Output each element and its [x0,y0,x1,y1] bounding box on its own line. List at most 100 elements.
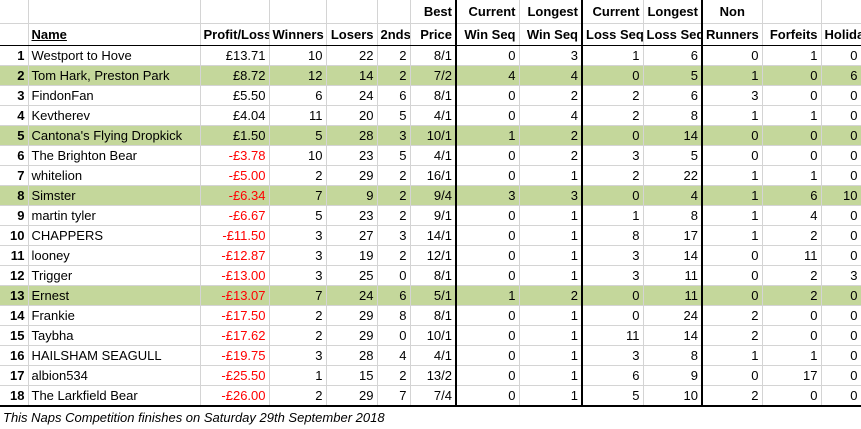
name-cell: Westport to Hove [28,45,201,66]
holiday-cell: 0 [821,245,861,266]
name-cell: Ernest [28,285,201,306]
longest-win-seq-cell: 1 [519,205,583,226]
header-cell [28,0,201,24]
non-runners-cell: 0 [701,125,763,146]
best-price-cell: 4/1 [410,145,457,166]
current-win-seq-cell: 0 [455,345,520,366]
current-win-seq-cell: 0 [455,205,520,226]
rank-cell: 16 [0,345,29,366]
holiday-cell: 0 [821,225,861,246]
header-best: Best [410,0,457,24]
rank-cell: 3 [0,85,29,106]
longest-loss-seq-cell: 9 [643,365,703,386]
rank-cell: 17 [0,365,29,386]
header-row-2: Name Profit/Loss Winners Losers 2nds Pri… [0,23,861,46]
longest-win-seq-cell: 2 [519,85,583,106]
non-runners-cell: 2 [701,385,763,407]
best-price-cell: 7/2 [410,65,457,86]
table-row: 7 whitelion -£5.00 2 29 2 16/1 0 1 2 22 1 1 0 [0,165,861,186]
table-row: 5 Cantona's Flying Dropkick £1.50 5 28 3 10/1 1… [0,125,861,146]
forfeits-cell: 11 [762,245,822,266]
current-loss-seq-cell: 3 [581,345,644,366]
longest-win-seq-cell: 4 [519,65,583,86]
longest-loss-seq-cell: 11 [643,285,703,306]
name-cell: Frankie [28,305,201,326]
longest-loss-seq-cell: 4 [643,185,703,206]
current-loss-seq-cell: 2 [581,85,644,106]
forfeits-cell: 0 [762,305,822,326]
profit-loss-cell: £4.04 [200,105,270,126]
current-win-seq-cell: 0 [455,225,520,246]
longest-win-seq-cell: 1 [519,225,583,246]
current-loss-seq-cell: 11 [581,325,644,346]
header-price: Price [410,23,457,46]
winners-cell: 10 [269,145,327,166]
best-price-cell: 12/1 [410,245,457,266]
holiday-cell: 0 [821,345,861,366]
forfeits-cell: 1 [762,45,822,66]
current-win-seq-cell: 0 [455,85,520,106]
table-row: 17 albion534 -£25.50 1 15 2 13/2 0 1 6 9 0 17 0 [0,365,861,386]
profit-loss-cell: -£13.00 [200,265,270,286]
longest-win-seq-cell: 2 [519,145,583,166]
header-losers: Losers [326,23,378,46]
longest-loss-seq-cell: 11 [643,265,703,286]
header-row-1: Best Current Longest Current Longest Non [0,0,861,24]
current-win-seq-cell: 3 [455,185,520,206]
winners-cell: 7 [269,185,327,206]
best-price-cell: 10/1 [410,125,457,146]
current-win-seq-cell: 0 [455,365,520,386]
seconds-cell: 0 [377,325,411,346]
longest-win-seq-cell: 1 [519,305,583,326]
winners-cell: 6 [269,85,327,106]
current-win-seq-cell: 0 [455,165,520,186]
profit-loss-cell: -£12.87 [200,245,270,266]
profit-loss-cell: -£17.50 [200,305,270,326]
best-price-cell: 8/1 [410,85,457,106]
best-price-cell: 9/4 [410,185,457,206]
non-runners-cell: 0 [701,45,763,66]
seconds-cell: 7 [377,385,411,407]
profit-loss-cell: £8.72 [200,65,270,86]
name-cell: whitelion [28,165,201,186]
non-runners-cell: 1 [701,185,763,206]
winners-cell: 2 [269,305,327,326]
best-price-cell: 5/1 [410,285,457,306]
longest-loss-seq-cell: 14 [643,325,703,346]
longest-loss-seq-cell: 5 [643,65,703,86]
winners-cell: 3 [269,345,327,366]
best-price-cell: 10/1 [410,325,457,346]
name-cell: CHAPPERS [28,225,201,246]
table-row: 12 Trigger -£13.00 3 25 0 8/1 0 1 3 11 0 2 3 [0,265,861,286]
holiday-cell: 0 [821,305,861,326]
non-runners-cell: 0 [701,265,763,286]
non-runners-cell: 0 [701,245,763,266]
rank-cell: 6 [0,145,29,166]
current-win-seq-cell: 0 [455,325,520,346]
forfeits-cell: 0 [762,325,822,346]
forfeits-cell: 0 [762,65,822,86]
best-price-cell: 14/1 [410,225,457,246]
name-cell: Tom Hark, Preston Park [28,65,201,86]
naps-table: Best Current Longest Current Longest Non… [0,0,861,407]
rank-cell: 13 [0,285,29,306]
table-row: 14 Frankie -£17.50 2 29 8 8/1 0 1 0 24 2 0 0 [0,305,861,326]
rank-cell: 8 [0,185,29,206]
table-row: 16 HAILSHAM SEAGULL -£19.75 3 28 4 4/1 0 1 3 8 1 1 0 [0,345,861,366]
header-cell [762,0,822,24]
name-cell: The Larkfield Bear [28,385,201,407]
name-cell: Simster [28,185,201,206]
holiday-cell: 0 [821,285,861,306]
longest-win-seq-cell: 1 [519,325,583,346]
rank-cell: 15 [0,325,29,346]
header-loss-seq-longest: Loss Seq [643,23,703,46]
name-cell: FindonFan [28,85,201,106]
forfeits-cell: 4 [762,205,822,226]
current-loss-seq-cell: 6 [581,365,644,386]
profit-loss-cell: £1.50 [200,125,270,146]
longest-win-seq-cell: 1 [519,365,583,386]
forfeits-cell: 0 [762,125,822,146]
header-loss-seq: Loss Seq [581,23,644,46]
holiday-cell: 0 [821,325,861,346]
